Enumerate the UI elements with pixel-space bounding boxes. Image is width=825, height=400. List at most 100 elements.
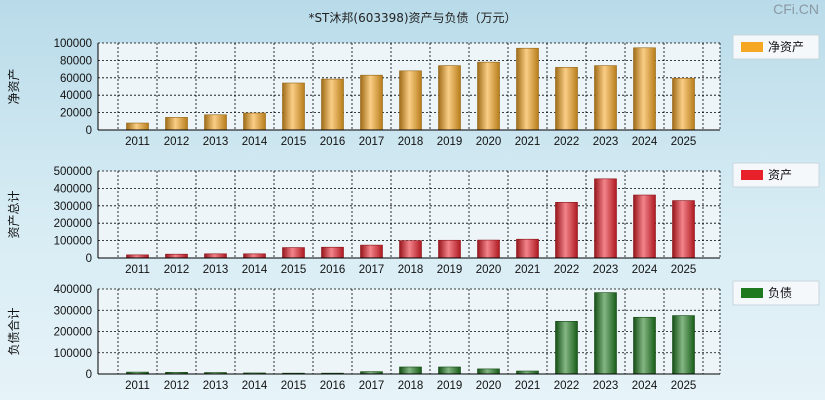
x-tick-label: 2023 (593, 380, 619, 392)
x-tick-label: 2020 (476, 264, 502, 276)
x-tick-label: 2024 (632, 264, 658, 276)
y-axis-label: 净资产 (7, 68, 21, 104)
x-tick-label: 2017 (359, 380, 385, 392)
x-tick-label: 2015 (281, 380, 307, 392)
y-tick-label: 60000 (60, 73, 92, 85)
bar-2020 (477, 368, 500, 375)
bar-2022 (555, 320, 578, 375)
x-tick-label: 2017 (359, 264, 385, 276)
y-tick-label: 0 (86, 125, 92, 137)
bar-2024 (633, 194, 656, 259)
y-tick-label: 100000 (54, 236, 92, 248)
bar-2021 (516, 238, 539, 259)
x-tick-label: 2019 (437, 380, 463, 392)
panel-3: 0 100000 200000 300000 400000 2011 2012 2013 201… (6, 280, 820, 392)
x-tick-label: 2018 (398, 264, 424, 276)
y-tick-label: 0 (86, 369, 92, 381)
bar-2022 (555, 67, 578, 131)
x-tick-label: 2013 (203, 264, 229, 276)
x-tick-label: 2023 (593, 136, 619, 148)
x-tick-label: 2024 (632, 136, 658, 148)
x-tick-label: 2014 (242, 380, 268, 392)
bar-2015 (282, 247, 305, 259)
y-tick-label: 200000 (54, 327, 92, 339)
bar-2017 (360, 74, 383, 131)
bar-2022 (555, 202, 578, 259)
x-tick-label: 2020 (476, 380, 502, 392)
y-axis-label: 负债合计 (6, 307, 21, 355)
y-tick-label: 40000 (60, 90, 92, 102)
bar-2018 (399, 70, 422, 131)
x-tick-label: 2018 (398, 380, 424, 392)
y-tick-label: 500000 (54, 166, 92, 178)
watermark-logo: CFi.CN (773, 1, 819, 17)
bar-2018 (399, 240, 422, 259)
x-tick-label: 2016 (320, 264, 346, 276)
legend-label: 净资产 (768, 40, 804, 54)
x-tick-label: 2020 (476, 136, 502, 148)
y-tick-label: 100000 (54, 38, 92, 50)
bar-2019 (438, 366, 461, 375)
bar-2018 (399, 366, 422, 375)
y-tick-label: 20000 (60, 108, 92, 120)
bar-2017 (360, 244, 383, 259)
bar-2023 (594, 178, 617, 259)
legend: 负债 (732, 280, 820, 306)
bar-2014 (243, 112, 266, 131)
bar-2021 (516, 47, 539, 131)
bar-2020 (477, 61, 500, 131)
chart-title: *ST沐邦(603398)资产与负债（万元） (308, 11, 517, 25)
y-tick-label: 300000 (54, 305, 92, 317)
bar-2025 (672, 200, 695, 259)
x-tick-label: 2021 (515, 264, 541, 276)
bar-2012 (165, 117, 188, 131)
x-tick-label: 2022 (554, 380, 580, 392)
x-tick-label: 2024 (632, 380, 658, 392)
x-tick-label: 2025 (671, 264, 697, 276)
y-tick-label: 80000 (60, 55, 92, 67)
y-tick-label: 400000 (54, 284, 92, 296)
legend-swatch (741, 170, 763, 180)
x-tick-label: 2019 (437, 264, 463, 276)
x-tick-label: 2013 (203, 380, 229, 392)
x-tick-label: 2023 (593, 264, 619, 276)
bar-2011 (126, 122, 149, 131)
x-tick-label: 2011 (125, 264, 150, 276)
bar-2023 (594, 65, 617, 131)
bar-2023 (594, 292, 617, 375)
legend: 净资产 (732, 34, 820, 60)
legend: 资产 (732, 162, 820, 188)
x-tick-label: 2021 (515, 380, 541, 392)
bar-2014 (243, 253, 266, 259)
bar-2015 (282, 82, 305, 131)
bar-2025 (672, 315, 695, 375)
x-tick-label: 2018 (398, 136, 424, 148)
x-tick-label: 2016 (320, 380, 346, 392)
x-tick-label: 2014 (242, 264, 268, 276)
y-tick-label: 0 (86, 253, 92, 265)
bar-2025 (672, 77, 695, 131)
y-tick-label: 400000 (54, 183, 92, 195)
x-tick-label: 2012 (164, 136, 190, 148)
y-tick-label: 100000 (54, 348, 92, 360)
x-tick-label: 2025 (671, 380, 697, 392)
y-tick-label: 300000 (54, 201, 92, 213)
x-tick-label: 2017 (359, 136, 385, 148)
x-tick-label: 2012 (164, 380, 190, 392)
x-tick-label: 2013 (203, 136, 229, 148)
x-tick-label: 2015 (281, 264, 307, 276)
bar-2012 (165, 253, 188, 259)
x-tick-label: 2022 (554, 264, 580, 276)
bar-2024 (633, 47, 656, 131)
panel-1: 0 20000 40000 60000 80000 100000 2011 2012 2013 2… (7, 34, 820, 148)
legend-label: 负债 (768, 286, 792, 300)
x-tick-label: 2025 (671, 136, 697, 148)
bar-2019 (438, 65, 461, 131)
bar-2024 (633, 316, 656, 375)
x-tick-label: 2011 (125, 380, 150, 392)
legend-swatch (741, 42, 763, 52)
bar-2016 (321, 246, 344, 259)
x-tick-label: 2021 (515, 136, 541, 148)
y-axis-label: 资产总计 (7, 190, 21, 238)
